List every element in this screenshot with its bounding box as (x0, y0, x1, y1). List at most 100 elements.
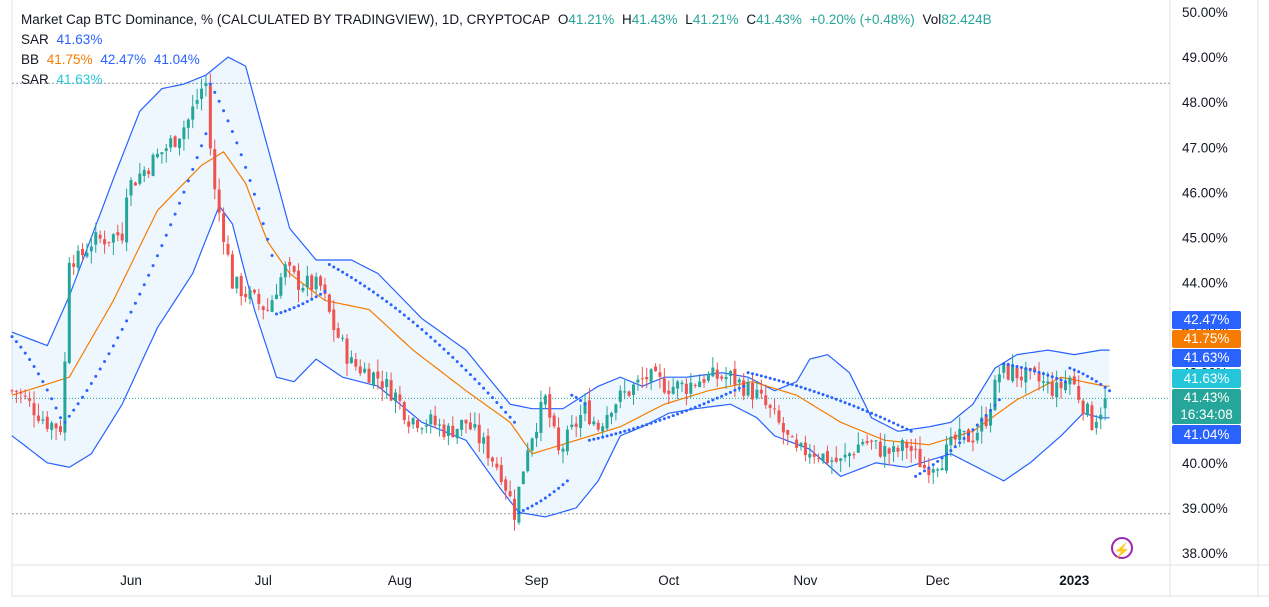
sar-1-price-tag: 41.63% (1172, 349, 1241, 367)
close-label: C (746, 12, 757, 27)
sar-dot (843, 401, 847, 405)
sar-dot (1086, 374, 1090, 378)
sar-dot (535, 502, 539, 506)
candle-body (817, 458, 821, 460)
candle (592, 416, 596, 427)
candle-body (618, 390, 622, 402)
sar-dot (292, 306, 296, 310)
candle-body (1024, 367, 1028, 383)
candle-body (720, 376, 724, 379)
sar-dot (799, 385, 803, 389)
candle (28, 391, 32, 407)
candle (508, 480, 512, 498)
sar-dot (28, 358, 32, 362)
candle-body (420, 428, 424, 430)
sar-dot (1015, 364, 1019, 368)
sar-dot (208, 82, 212, 86)
candle-body (1094, 421, 1098, 429)
candle (1094, 415, 1098, 435)
candle (495, 457, 499, 471)
sar-dot (257, 207, 261, 211)
candle-body (900, 440, 904, 452)
legend-sar-2[interactable]: SAR 41.63% (21, 71, 106, 89)
candle (186, 118, 190, 140)
candle-body (200, 88, 204, 99)
sar-dot (614, 432, 618, 436)
candle-body (508, 491, 512, 497)
candle (543, 393, 547, 409)
sar-dot (1055, 376, 1059, 380)
sar-dot (217, 99, 221, 103)
candle-body (526, 450, 530, 472)
candle-body (473, 424, 477, 428)
candle (147, 167, 151, 178)
candle-body (958, 429, 962, 440)
sar-dot (380, 296, 384, 300)
candle (975, 423, 979, 444)
sar-dot (953, 445, 957, 449)
sar-dot (896, 423, 900, 427)
candle-body (1068, 377, 1072, 385)
sar-dot (1006, 363, 1010, 367)
sar-dot (85, 388, 89, 392)
candle-body (367, 368, 371, 383)
sar-dot (191, 167, 195, 171)
price-axis[interactable]: 50.00% 49.00% 48.00% 47.00% 46.00% 45.00% 44.0… (1182, 5, 1228, 561)
lightning-icon[interactable]: ⚡ (1111, 537, 1133, 559)
candle (217, 178, 221, 222)
sar-dot (892, 421, 896, 425)
candle-body (623, 391, 627, 393)
sar-dot (1033, 369, 1037, 373)
candle (1011, 354, 1015, 383)
candle (499, 457, 503, 486)
sar-dot (821, 393, 825, 397)
sar-dot (936, 459, 940, 463)
candle-body (825, 451, 829, 463)
sar-dot (751, 372, 755, 376)
sar-dot (636, 425, 640, 429)
time-axis[interactable]: Jun Jul Aug Sep Oct Nov Dec 2023 (120, 573, 1090, 588)
candle-body (755, 389, 759, 399)
legend-sar-1[interactable]: SAR 41.63% (21, 31, 106, 49)
candle (953, 431, 957, 448)
sar-dot (839, 399, 843, 403)
candle-body (482, 437, 486, 444)
candle-body (728, 371, 732, 376)
legend-bb[interactable]: BB 41.75% 42.47% 41.04% (21, 51, 204, 69)
sar-dot (658, 418, 662, 422)
sar-dot (341, 270, 345, 274)
candle (98, 230, 102, 244)
sar-dot (402, 313, 406, 317)
candle-body (235, 276, 239, 289)
sar-dot (512, 420, 516, 424)
sar-dot (195, 156, 199, 160)
candle-body (151, 154, 155, 177)
candle (72, 254, 76, 276)
bb-upper-value: 42.47% (100, 52, 147, 67)
sar-dot (526, 506, 530, 510)
sar-dot (1024, 367, 1028, 371)
symbol-title[interactable]: Market Cap BTC Dominance, % (CALCULATED … (21, 12, 551, 27)
sar-dot (1002, 362, 1006, 366)
bb-mid-value: 41.75% (46, 52, 93, 67)
candle-body (786, 430, 790, 435)
candle-body (116, 232, 120, 236)
candle (847, 452, 851, 468)
candle-body (517, 486, 521, 523)
candle-body (261, 306, 265, 310)
sar-dot (58, 416, 62, 420)
candle-body (557, 427, 561, 451)
candle-body (892, 446, 896, 452)
candle (614, 403, 618, 421)
candle (905, 439, 909, 459)
candle-body (402, 402, 406, 421)
candle (900, 438, 904, 461)
candle (129, 177, 133, 206)
candle (336, 322, 340, 339)
candle-body (63, 361, 67, 433)
candle-body (244, 293, 248, 298)
sar-dot (477, 382, 481, 386)
candle (623, 379, 627, 400)
sar-dot (601, 435, 605, 439)
